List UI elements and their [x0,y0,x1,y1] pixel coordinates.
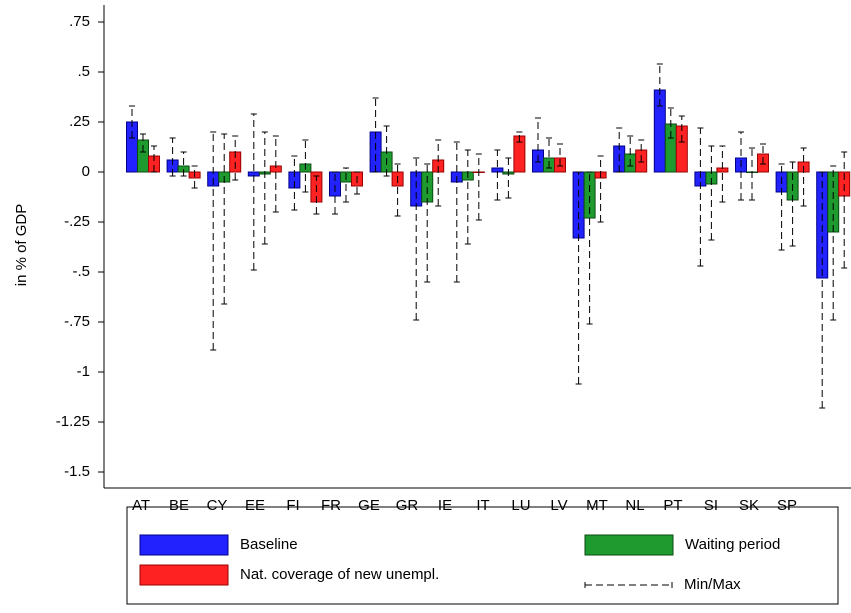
error-bar [738,131,744,201]
x-tick-label: PT [663,497,682,514]
error-bar [354,171,360,195]
y-tick-label: -.75 [64,313,90,330]
error-bar [760,143,766,165]
error-bar [557,143,563,167]
error-bar [291,155,298,211]
error-bar [800,147,807,207]
y-tick-label: 0 [82,163,90,180]
y-tick-label: .5 [77,63,90,80]
bar [137,139,149,173]
error-bar [435,139,442,207]
error-bar [129,105,135,139]
error-bar [667,107,674,139]
y-tick-label: -.5 [72,263,90,280]
error-bar [638,139,645,163]
error-bar [516,131,523,143]
y-axis-label: in % of GDP [13,204,30,287]
legend [126,506,839,605]
x-tick-label: SI [704,497,718,514]
error-bar [819,171,826,409]
error-bar [394,163,401,217]
legend-swatch [139,534,229,556]
x-tick-label: MT [586,497,608,514]
error-bar [424,163,431,283]
x-tick-label: NL [625,497,644,514]
error-bar [575,171,582,385]
x-tick-label: GE [358,497,380,514]
bar [675,125,688,173]
x-tick-label: LV [550,497,567,514]
x-tick-label: LU [511,497,530,514]
error-bar [464,149,471,245]
x-tick-label: GR [396,497,419,514]
error-bar [708,145,715,241]
error-bar [272,135,279,213]
bar [410,171,423,207]
error-bar [343,167,349,203]
error-bar [313,175,320,215]
error-bar [616,127,623,173]
legend-label: Min/Max [684,576,741,593]
error-bar [789,161,796,247]
error-bar [383,125,390,177]
x-tick-label: BE [169,497,189,514]
error-bar [546,137,552,169]
x-tick-label: FI [286,497,299,514]
error-bar [586,171,593,325]
error-bar [494,149,501,201]
y-tick-label: .25 [69,113,90,130]
x-tick-label: CY [207,497,228,514]
x-tick-label: IT [476,497,489,514]
y-tick-label: -1 [77,363,90,380]
error-bar [475,153,482,221]
y-tick-label: -1.25 [56,413,90,430]
error-bar [719,145,726,203]
legend-label: Nat. coverage of new unempl. [240,566,439,583]
error-bar [535,117,541,163]
error-bar [191,165,198,189]
error-bar [250,113,257,271]
legend-swatch [584,534,674,556]
error-bar [261,131,268,245]
x-tick-label: SP [777,497,797,514]
error-bar [697,127,704,267]
legend-swatch [139,564,229,586]
error-bar [678,115,685,143]
legend-label: Waiting period [685,536,780,553]
error-bar [151,145,157,173]
error-bar [597,155,604,223]
x-tick-label: FR [321,497,341,514]
x-tick-label: AT [132,497,150,514]
x-tick-label: SK [739,497,759,514]
error-bar [778,163,785,251]
y-tick-label: -.25 [64,213,90,230]
x-tick-label: EE [245,497,265,514]
error-bar [830,165,837,321]
bar [126,121,138,173]
legend-label: Baseline [240,536,298,553]
error-bar [210,131,217,351]
error-bar [169,137,176,177]
x-tick-label: IE [438,497,452,514]
error-bar [332,171,338,215]
error-bar [180,151,187,177]
error-bar [841,151,848,269]
error-bar [627,135,634,167]
error-bar [656,63,663,107]
y-tick-label: -1.5 [64,463,90,480]
error-bar [453,141,460,283]
error-bar [302,139,309,193]
error-bar [413,157,420,321]
error-bar [372,97,379,173]
error-bar [505,157,512,199]
error-bar [140,133,146,153]
y-tick-label: .75 [69,13,90,30]
error-bar [221,133,228,305]
error-bar [232,135,239,181]
error-bar [749,147,755,201]
